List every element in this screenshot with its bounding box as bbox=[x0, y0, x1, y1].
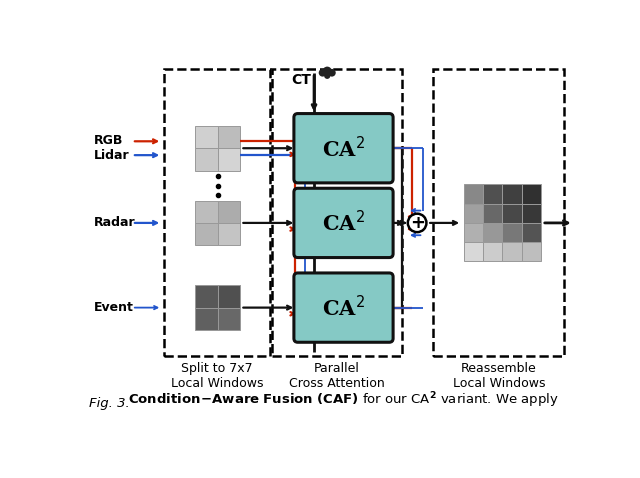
Bar bbox=[522, 185, 541, 204]
Bar bbox=[502, 185, 522, 204]
Bar bbox=[463, 204, 483, 223]
Bar bbox=[502, 204, 522, 223]
FancyBboxPatch shape bbox=[294, 188, 393, 258]
Text: Lidar: Lidar bbox=[94, 150, 129, 163]
Text: Event: Event bbox=[94, 301, 134, 314]
Circle shape bbox=[328, 69, 336, 76]
Bar bbox=[195, 201, 218, 223]
Text: Radar: Radar bbox=[94, 217, 136, 229]
Bar bbox=[195, 148, 218, 171]
Text: RGB: RGB bbox=[94, 134, 124, 147]
Bar bbox=[522, 204, 541, 223]
FancyBboxPatch shape bbox=[294, 273, 393, 342]
Bar bbox=[463, 185, 483, 204]
Text: CA$^2$: CA$^2$ bbox=[322, 210, 365, 236]
Bar bbox=[218, 201, 241, 223]
Circle shape bbox=[324, 73, 330, 79]
Bar bbox=[195, 308, 218, 330]
Circle shape bbox=[323, 66, 332, 76]
Bar bbox=[218, 285, 241, 308]
Text: CA$^2$: CA$^2$ bbox=[322, 295, 365, 320]
Bar bbox=[218, 148, 241, 171]
FancyBboxPatch shape bbox=[294, 114, 393, 183]
Bar bbox=[483, 204, 502, 223]
Bar bbox=[483, 185, 502, 204]
Bar bbox=[483, 242, 502, 261]
Text: $\mathbf{Condition\!-\!Aware\ Fusion\ (CAF)}$ for our CA$^{\mathbf{2}}$ variant.: $\mathbf{Condition\!-\!Aware\ Fusion\ (C… bbox=[128, 391, 559, 410]
Bar bbox=[463, 242, 483, 261]
Bar bbox=[195, 285, 218, 308]
Text: Fig. 3.: Fig. 3. bbox=[90, 397, 130, 410]
Bar bbox=[195, 223, 218, 245]
Text: +: + bbox=[410, 214, 424, 232]
Bar bbox=[483, 223, 502, 242]
Bar bbox=[522, 223, 541, 242]
Bar bbox=[218, 223, 241, 245]
Bar bbox=[522, 242, 541, 261]
Bar bbox=[218, 308, 241, 330]
Circle shape bbox=[408, 214, 426, 232]
Bar bbox=[502, 223, 522, 242]
Circle shape bbox=[319, 69, 326, 76]
Bar bbox=[218, 126, 241, 148]
Text: Parallel
Cross Attention: Parallel Cross Attention bbox=[289, 362, 385, 390]
Text: Reassemble
Local Windows: Reassemble Local Windows bbox=[452, 362, 545, 390]
Bar bbox=[195, 126, 218, 148]
Bar bbox=[463, 223, 483, 242]
Text: CT: CT bbox=[291, 73, 311, 87]
Text: Split to 7x7
Local Windows: Split to 7x7 Local Windows bbox=[170, 362, 263, 390]
Bar bbox=[502, 242, 522, 261]
Text: CA$^2$: CA$^2$ bbox=[322, 136, 365, 161]
